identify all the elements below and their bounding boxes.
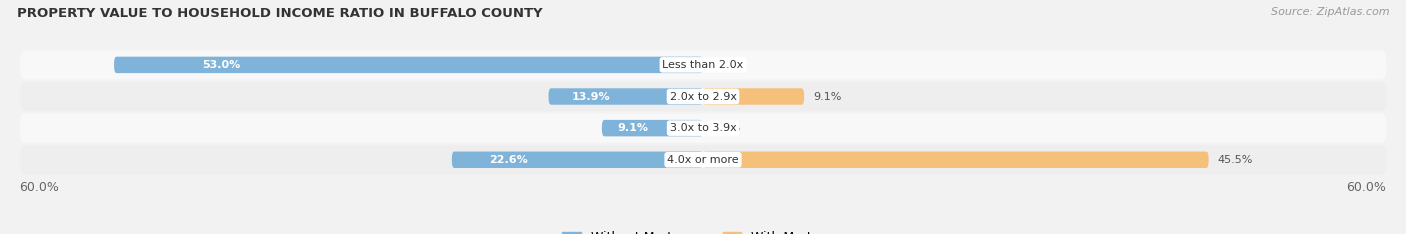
FancyBboxPatch shape xyxy=(703,152,1209,168)
FancyBboxPatch shape xyxy=(20,145,1386,174)
Text: 2.0x to 2.9x: 2.0x to 2.9x xyxy=(669,91,737,102)
Text: 0.0%: 0.0% xyxy=(711,60,740,70)
FancyBboxPatch shape xyxy=(20,113,1386,143)
Text: Source: ZipAtlas.com: Source: ZipAtlas.com xyxy=(1271,7,1389,17)
Text: 22.6%: 22.6% xyxy=(489,155,529,165)
Text: 9.1%: 9.1% xyxy=(617,123,648,133)
Text: 9.1%: 9.1% xyxy=(813,91,841,102)
FancyBboxPatch shape xyxy=(114,57,703,73)
Text: Less than 2.0x: Less than 2.0x xyxy=(662,60,744,70)
Text: PROPERTY VALUE TO HOUSEHOLD INCOME RATIO IN BUFFALO COUNTY: PROPERTY VALUE TO HOUSEHOLD INCOME RATIO… xyxy=(17,7,543,20)
Text: 60.0%: 60.0% xyxy=(20,181,59,194)
Text: 45.5%: 45.5% xyxy=(1218,155,1253,165)
Text: 3.0x to 3.9x: 3.0x to 3.9x xyxy=(669,123,737,133)
FancyBboxPatch shape xyxy=(20,50,1386,79)
FancyBboxPatch shape xyxy=(451,152,703,168)
FancyBboxPatch shape xyxy=(703,88,804,105)
Legend: Without Mortgage, With Mortgage: Without Mortgage, With Mortgage xyxy=(557,226,849,234)
FancyBboxPatch shape xyxy=(20,82,1386,111)
Text: 0.0%: 0.0% xyxy=(711,123,740,133)
Text: 53.0%: 53.0% xyxy=(202,60,240,70)
Text: 60.0%: 60.0% xyxy=(1347,181,1386,194)
FancyBboxPatch shape xyxy=(602,120,703,136)
FancyBboxPatch shape xyxy=(548,88,703,105)
Text: 4.0x or more: 4.0x or more xyxy=(668,155,738,165)
Text: 13.9%: 13.9% xyxy=(572,91,610,102)
